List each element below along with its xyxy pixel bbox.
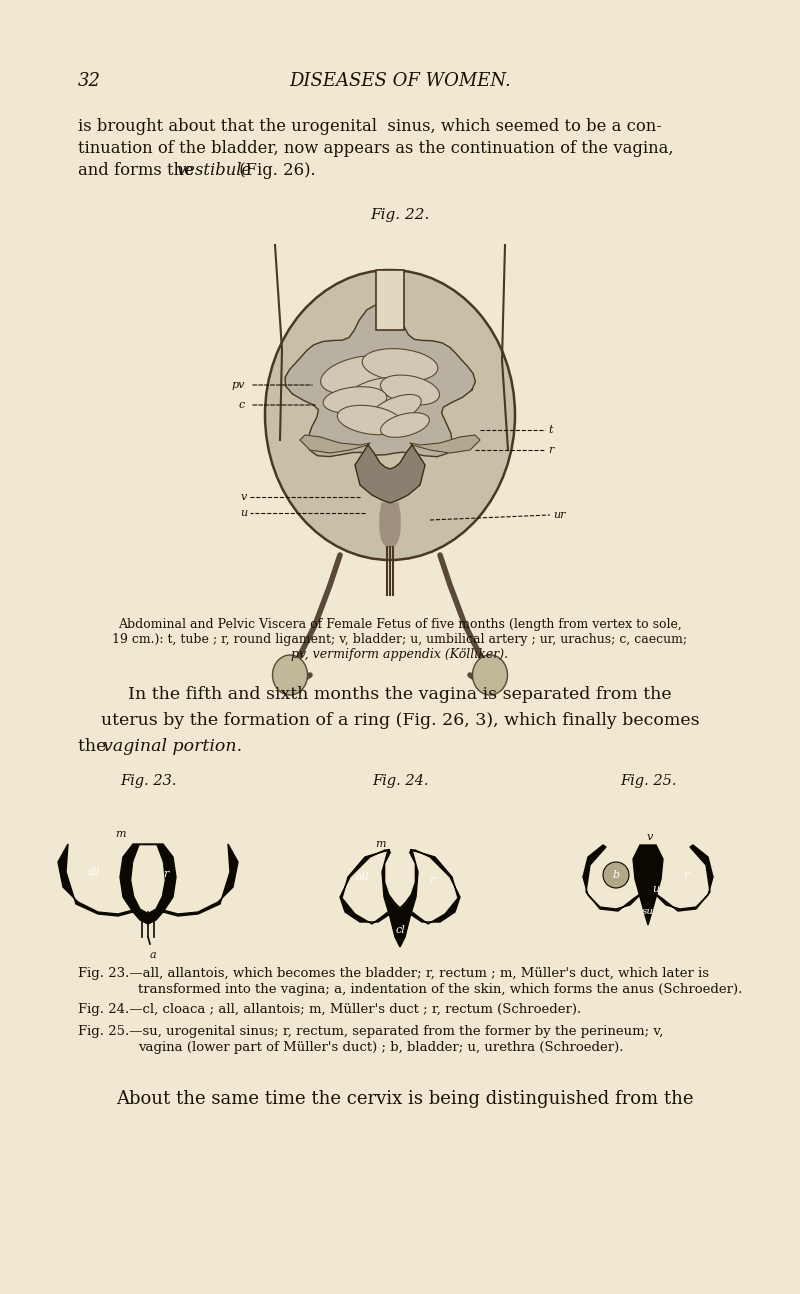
Text: Fig. 23.: Fig. 23. bbox=[120, 774, 176, 788]
Text: a: a bbox=[150, 950, 156, 960]
Polygon shape bbox=[410, 435, 480, 453]
Polygon shape bbox=[300, 435, 370, 453]
Ellipse shape bbox=[342, 378, 409, 413]
Polygon shape bbox=[633, 845, 663, 925]
Text: In the fifth and sixth months the vagina is separated from the: In the fifth and sixth months the vagina… bbox=[128, 686, 672, 703]
Polygon shape bbox=[58, 844, 148, 916]
Ellipse shape bbox=[323, 387, 387, 413]
Polygon shape bbox=[653, 845, 713, 911]
Polygon shape bbox=[405, 850, 460, 924]
Text: vagina (lower part of Müller's duct) ; b, bladder; u, urethra (Schroeder).: vagina (lower part of Müller's duct) ; b… bbox=[138, 1040, 623, 1055]
Text: pv: pv bbox=[232, 380, 245, 389]
Text: m: m bbox=[114, 829, 126, 839]
Text: Abdominal and Pelvic Viscera of Female Fetus of five months (length from vertex : Abdominal and Pelvic Viscera of Female F… bbox=[118, 619, 682, 631]
Text: ur: ur bbox=[553, 510, 566, 520]
Text: pv, vermiform appendix (Kölliker).: pv, vermiform appendix (Kölliker). bbox=[291, 648, 509, 661]
Text: is brought about that the urogenital  sinus, which seemed to be a con-: is brought about that the urogenital sin… bbox=[78, 118, 662, 135]
Polygon shape bbox=[386, 851, 414, 906]
Text: v: v bbox=[241, 492, 247, 502]
Text: uterus by the formation of a ring (Fig. 26, 3), which finally becomes: uterus by the formation of a ring (Fig. … bbox=[101, 712, 699, 729]
Polygon shape bbox=[340, 850, 395, 924]
Ellipse shape bbox=[265, 270, 515, 560]
Text: b: b bbox=[613, 870, 619, 880]
Polygon shape bbox=[132, 846, 164, 912]
Text: the: the bbox=[78, 738, 112, 754]
Text: Fig. 25.—su, urogenital sinus; r, rectum, separated from the former by the perin: Fig. 25.—su, urogenital sinus; r, rectum… bbox=[78, 1025, 663, 1038]
Text: Fig. 24.: Fig. 24. bbox=[372, 774, 428, 788]
Text: transformed into the vagina; a, indentation of the skin, which forms the anus (S: transformed into the vagina; a, indentat… bbox=[138, 983, 742, 996]
Ellipse shape bbox=[362, 348, 438, 382]
Text: Fig. 24.—cl, cloaca ; all, allantois; m, Müller's duct ; r, rectum (Schroeder).: Fig. 24.—cl, cloaca ; all, allantois; m,… bbox=[78, 1003, 582, 1016]
FancyBboxPatch shape bbox=[376, 270, 404, 330]
Polygon shape bbox=[355, 445, 425, 503]
Polygon shape bbox=[148, 844, 238, 916]
Polygon shape bbox=[380, 503, 400, 547]
Ellipse shape bbox=[338, 405, 402, 435]
Text: r: r bbox=[548, 445, 554, 455]
Text: (Fig. 26).: (Fig. 26). bbox=[234, 162, 316, 179]
Text: u: u bbox=[240, 509, 247, 518]
Text: all: all bbox=[355, 872, 369, 883]
Ellipse shape bbox=[321, 356, 399, 395]
Text: 32: 32 bbox=[78, 72, 101, 91]
Polygon shape bbox=[583, 845, 643, 911]
Ellipse shape bbox=[473, 655, 507, 695]
Text: DISEASES OF WOMEN.: DISEASES OF WOMEN. bbox=[289, 72, 511, 91]
Text: c: c bbox=[238, 400, 245, 410]
Text: Fig. 23.—all, allantois, which becomes the bladder; r, rectum ; m, Müller's duct: Fig. 23.—all, allantois, which becomes t… bbox=[78, 967, 709, 980]
Text: su: su bbox=[642, 907, 654, 916]
Polygon shape bbox=[285, 304, 475, 457]
Text: Fig. 22.: Fig. 22. bbox=[370, 208, 430, 223]
Text: Fig. 25.: Fig. 25. bbox=[620, 774, 676, 788]
Ellipse shape bbox=[381, 413, 430, 437]
Text: cl: cl bbox=[395, 925, 405, 936]
Text: v: v bbox=[647, 832, 653, 842]
Text: vaginal portion.: vaginal portion. bbox=[103, 738, 242, 754]
Polygon shape bbox=[120, 844, 176, 924]
Text: 19 cm.): t, tube ; r, round ligament; v, bladder; u, umbilical artery ; ur, urac: 19 cm.): t, tube ; r, round ligament; v,… bbox=[113, 633, 687, 646]
Text: u: u bbox=[653, 884, 659, 894]
Text: About the same time the cervix is being distinguished from the: About the same time the cervix is being … bbox=[116, 1090, 694, 1108]
Text: vestibule: vestibule bbox=[176, 162, 251, 179]
Text: r: r bbox=[430, 875, 434, 885]
Text: r: r bbox=[163, 870, 169, 879]
Polygon shape bbox=[382, 850, 418, 947]
Text: r: r bbox=[683, 870, 689, 880]
Text: and forms the: and forms the bbox=[78, 162, 199, 179]
Circle shape bbox=[603, 862, 629, 888]
Ellipse shape bbox=[369, 395, 422, 426]
Text: m: m bbox=[374, 839, 386, 849]
Ellipse shape bbox=[381, 375, 439, 405]
Ellipse shape bbox=[273, 655, 307, 695]
Text: tinuation of the bladder, now appears as the continuation of the vagina,: tinuation of the bladder, now appears as… bbox=[78, 140, 674, 157]
Text: all: all bbox=[86, 867, 100, 877]
Text: t: t bbox=[548, 424, 553, 435]
